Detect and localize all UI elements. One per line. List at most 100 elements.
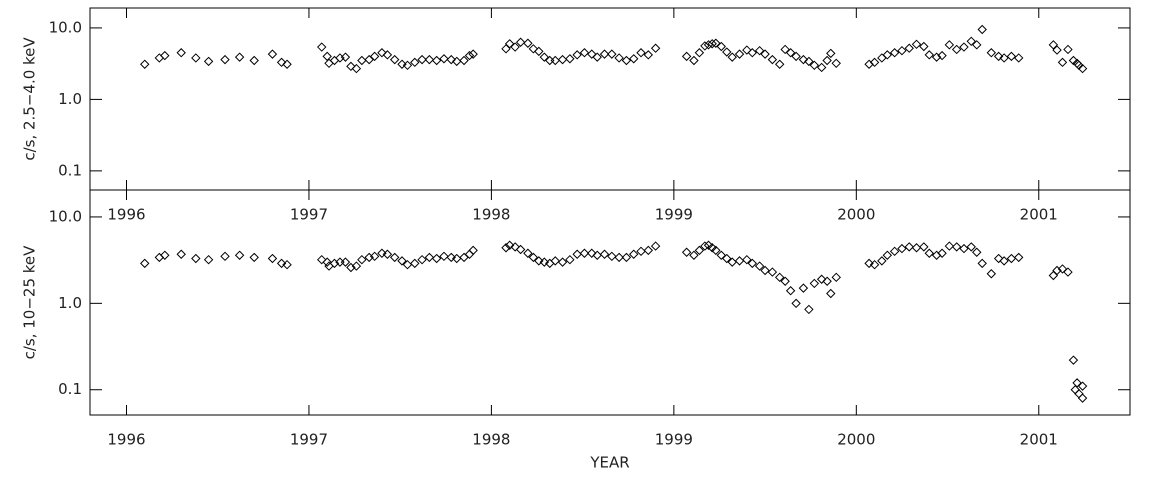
data-point — [629, 249, 639, 259]
data-point — [439, 251, 449, 262]
data-point — [636, 246, 646, 257]
data-point — [203, 254, 214, 265]
data-point — [754, 261, 765, 271]
data-point — [389, 252, 400, 263]
data-point — [977, 258, 987, 269]
data-point — [951, 44, 962, 55]
data-point — [703, 240, 714, 250]
data-point — [364, 252, 374, 263]
y-tick-label: 1.0 — [58, 90, 82, 108]
data-point — [191, 253, 201, 264]
data-point — [160, 50, 170, 61]
data-point — [798, 283, 809, 293]
data-point — [689, 250, 699, 260]
data-point — [282, 59, 292, 69]
data-point — [747, 48, 758, 58]
data-point — [220, 251, 230, 262]
data-point — [877, 256, 887, 266]
data-point — [711, 245, 721, 256]
data-point — [993, 253, 1004, 264]
data-point — [140, 258, 150, 269]
data-point — [452, 253, 462, 264]
data-point — [972, 40, 982, 50]
data-point — [550, 55, 560, 66]
data-point — [681, 51, 692, 62]
data-point — [711, 38, 721, 48]
data-point — [397, 59, 407, 69]
data-point — [324, 58, 334, 69]
data-point — [452, 56, 462, 67]
data-point — [959, 42, 969, 52]
data-point — [410, 57, 420, 68]
data-point — [904, 242, 914, 252]
data-point — [707, 39, 717, 49]
data-point — [911, 243, 922, 253]
data-point — [694, 48, 705, 58]
data-point — [614, 53, 624, 63]
data-point — [816, 274, 827, 284]
data-point — [767, 54, 778, 65]
y-tick-label: 1.0 — [58, 294, 82, 312]
data-point — [700, 241, 710, 251]
data-point — [176, 48, 186, 58]
data-point — [599, 49, 610, 59]
data-point — [191, 53, 201, 63]
data-point — [592, 52, 602, 62]
data-point — [629, 54, 639, 64]
data-point — [557, 54, 568, 65]
data-point — [389, 54, 400, 65]
data-point — [774, 59, 785, 69]
data-point — [410, 258, 420, 269]
data-point — [614, 252, 624, 263]
data-point — [919, 242, 929, 252]
data-point — [809, 278, 820, 289]
data-point — [643, 245, 654, 256]
plot-frame — [89, 189, 1131, 416]
data-point — [377, 248, 387, 258]
data-point — [1068, 355, 1079, 365]
x-tick-label: 1996 — [107, 431, 145, 449]
data-point — [897, 243, 907, 254]
data-point — [351, 261, 362, 271]
data-point — [791, 51, 801, 62]
data-point — [504, 240, 515, 250]
data-point — [972, 247, 982, 257]
data-point — [317, 42, 327, 52]
data-point — [557, 257, 568, 267]
data-point — [364, 54, 374, 65]
data-point — [382, 249, 393, 259]
data-point — [607, 49, 617, 59]
data-point — [722, 253, 732, 264]
data-point — [534, 256, 544, 266]
data-point — [510, 242, 520, 252]
data-point — [904, 43, 914, 53]
data-point — [402, 60, 413, 71]
data-point — [504, 39, 515, 49]
data-point — [468, 49, 478, 59]
data-point — [468, 245, 478, 256]
data-point — [643, 50, 654, 60]
data-point — [276, 57, 287, 68]
data-point — [760, 265, 770, 276]
data-point — [911, 39, 922, 50]
data-point — [282, 259, 292, 270]
data-point — [889, 246, 900, 257]
data-point — [703, 40, 714, 50]
data-point — [780, 276, 790, 286]
data-point — [689, 55, 699, 66]
data-point — [417, 54, 427, 65]
y-axis-label: c/s, 2.5−4.0 keV — [21, 37, 39, 161]
data-point — [1070, 385, 1080, 395]
data-point — [1013, 53, 1024, 63]
data-point — [501, 44, 511, 54]
data-point — [329, 55, 340, 66]
data-point — [340, 257, 351, 267]
data-point — [607, 251, 617, 262]
data-point — [882, 250, 893, 260]
data-point — [446, 252, 456, 263]
data-point — [1057, 57, 1068, 68]
data-point — [993, 51, 1004, 62]
data-point — [798, 54, 809, 65]
data-point — [249, 55, 259, 66]
data-point — [382, 50, 393, 60]
